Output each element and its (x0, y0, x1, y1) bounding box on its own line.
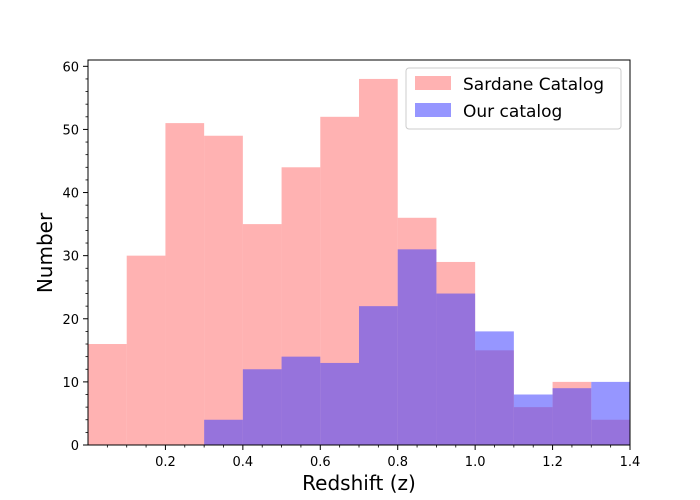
x-tick-label: 1.2 (542, 455, 563, 470)
bar-series-1-bin-4 (242, 369, 282, 445)
bar-series-1-bin-12 (552, 388, 592, 445)
ticks-layer: 0.2 0.4 0.6 0.8 1.0 1.2 1.4 0 10 20 30 40 50 60 (62, 60, 640, 470)
x-tick-label: 0.6 (310, 455, 331, 470)
y-axis-label: Number (33, 212, 57, 293)
bar-series-1-bin-10 (475, 331, 514, 445)
bar-series-1-bin-3 (204, 419, 243, 445)
legend-swatch-our-catalog (415, 103, 451, 117)
x-axis-label: Redshift (z) (302, 471, 416, 495)
bar-series-1-bin-6 (320, 362, 359, 445)
bar-series-1-bin-11 (513, 394, 553, 445)
y-tick-label: 20 (62, 313, 79, 328)
bar-series-1-bin-7 (359, 306, 398, 445)
legend-swatch-sardane (415, 76, 451, 90)
bar-series-1-bin-8 (397, 249, 437, 445)
y-tick-label: 40 (62, 187, 79, 202)
x-tick-label: 0.4 (233, 455, 254, 470)
legend-box (405, 67, 622, 130)
bar-series-0-bin-0 (88, 344, 127, 445)
y-tick-label: 10 (62, 376, 79, 391)
y-tick-label: 0 (71, 439, 79, 454)
y-tick-label: 30 (62, 250, 79, 265)
bar-series-1-bin-5 (281, 356, 321, 445)
bars-layer (88, 78, 630, 446)
bar-series-0-bin-3 (204, 135, 243, 445)
x-tick-label: 1.0 (465, 455, 486, 470)
x-tick-label: 1.4 (620, 455, 641, 470)
x-tick-label: 0.2 (155, 455, 176, 470)
legend-label-our-catalog: Our catalog (463, 102, 562, 122)
bar-series-1-bin-9 (436, 293, 476, 445)
x-tick-label: 0.8 (387, 455, 408, 470)
y-tick-label: 50 (62, 123, 79, 138)
legend: Sardane Catalog Our catalog (405, 67, 622, 130)
bar-series-1-bin-13 (591, 381, 630, 445)
y-tick-label: 60 (62, 60, 79, 75)
legend-label-sardane: Sardane Catalog (463, 75, 604, 95)
bar-series-0-bin-2 (165, 123, 205, 446)
bar-series-0-bin-1 (126, 255, 166, 445)
